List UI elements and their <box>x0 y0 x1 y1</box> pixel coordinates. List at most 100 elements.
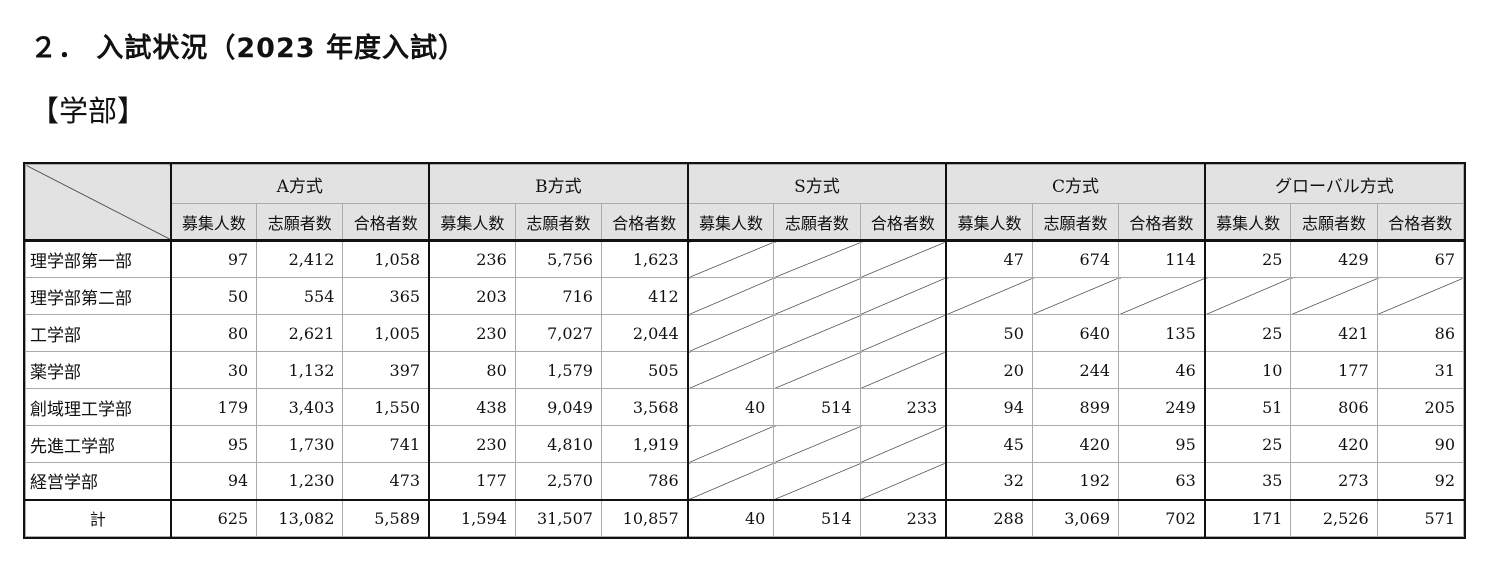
value-cell: 177 <box>428 462 516 500</box>
value-cell: 13,082 <box>256 498 344 537</box>
value-cell: 95 <box>1118 425 1206 463</box>
row-label: 創域理工学部 <box>25 388 171 426</box>
not-applicable-cell <box>859 351 947 389</box>
not-applicable-cell <box>773 462 861 500</box>
value-cell: 1,230 <box>256 462 344 500</box>
value-cell: 94 <box>169 462 258 500</box>
value-cell: 25 <box>1203 240 1292 278</box>
total-row: 計 625 13,082 5,589 1,594 31,507 10,857 40 514 233… <box>25 498 1465 537</box>
value-cell: 1,730 <box>256 425 344 463</box>
value-cell: 716 <box>514 277 602 315</box>
not-applicable-cell <box>1290 277 1378 315</box>
not-applicable-cell <box>1118 277 1206 315</box>
not-applicable-cell <box>773 425 861 463</box>
value-cell: 97 <box>169 240 258 278</box>
table-row: 創域理工学部 179 3,403 1,550 438 9,049 3,568 40 514 233… <box>25 388 1465 426</box>
value-cell: 9,049 <box>514 388 602 426</box>
value-cell: 505 <box>600 351 689 389</box>
value-cell: 514 <box>773 388 861 426</box>
value-cell: 233 <box>859 498 947 537</box>
value-cell: 3,069 <box>1031 498 1120 537</box>
value-cell: 203 <box>428 277 516 315</box>
not-applicable-cell <box>686 240 775 278</box>
value-cell: 244 <box>1031 351 1120 389</box>
row-label: 薬学部 <box>25 351 171 389</box>
value-cell: 230 <box>428 314 516 352</box>
not-applicable-cell <box>1203 277 1292 315</box>
value-cell: 50 <box>169 277 258 315</box>
column-header: 合格者数 <box>1376 203 1465 241</box>
value-cell: 5,756 <box>514 240 602 278</box>
value-cell: 31,507 <box>514 498 602 537</box>
row-label: 計 <box>25 498 171 537</box>
not-applicable-cell <box>686 277 775 315</box>
value-cell: 249 <box>1118 388 1206 426</box>
table-row: 先進工学部 95 1,730 741 230 4,810 1,919 45 420 95 25 420… <box>25 425 1465 463</box>
value-cell: 90 <box>1376 425 1465 463</box>
not-applicable-cell <box>1031 277 1120 315</box>
value-cell: 421 <box>1290 314 1378 352</box>
value-cell: 135 <box>1118 314 1206 352</box>
value-cell: 514 <box>773 498 861 537</box>
value-cell: 32 <box>945 462 1033 500</box>
value-cell: 1,550 <box>342 388 430 426</box>
value-cell: 31 <box>1376 351 1465 389</box>
value-cell: 233 <box>859 388 947 426</box>
column-group-header: A方式 <box>169 164 430 204</box>
column-header: 志願者数 <box>1031 203 1120 241</box>
not-applicable-cell <box>686 462 775 500</box>
table-row: 理学部第二部 50 554 365 203 716 412 <box>25 277 1465 315</box>
value-cell: 365 <box>342 277 430 315</box>
section-heading: 【学部】 <box>30 94 147 128</box>
not-applicable-cell <box>686 425 775 463</box>
value-cell: 5,589 <box>342 498 430 537</box>
not-applicable-cell <box>773 277 861 315</box>
value-cell: 205 <box>1376 388 1465 426</box>
not-applicable-cell <box>859 277 947 315</box>
not-applicable-cell <box>859 425 947 463</box>
value-cell: 35 <box>1203 462 1292 500</box>
value-cell: 86 <box>1376 314 1465 352</box>
value-cell: 571 <box>1376 498 1465 537</box>
column-header: 合格者数 <box>1118 203 1206 241</box>
row-label: 理学部第一部 <box>25 240 171 278</box>
value-cell: 80 <box>428 351 516 389</box>
value-cell: 10,857 <box>600 498 689 537</box>
column-group-header: B方式 <box>428 164 689 204</box>
not-applicable-cell <box>859 240 947 278</box>
value-cell: 51 <box>1203 388 1292 426</box>
column-header: 募集人数 <box>1203 203 1292 241</box>
value-cell: 40 <box>686 498 775 537</box>
not-applicable-cell <box>945 277 1033 315</box>
value-cell: 30 <box>169 351 258 389</box>
value-cell: 702 <box>1118 498 1206 537</box>
value-cell: 1,132 <box>256 351 344 389</box>
column-header: 志願者数 <box>773 203 861 241</box>
value-cell: 741 <box>342 425 430 463</box>
value-cell: 625 <box>169 498 258 537</box>
column-header: 志願者数 <box>1290 203 1378 241</box>
row-label: 工学部 <box>25 314 171 352</box>
value-cell: 236 <box>428 240 516 278</box>
column-header: 募集人数 <box>945 203 1033 241</box>
value-cell: 114 <box>1118 240 1206 278</box>
value-cell: 40 <box>686 388 775 426</box>
value-cell: 45 <box>945 425 1033 463</box>
page-heading: ２． 入試状況（2023 年度入試） <box>30 33 466 64</box>
value-cell: 1,579 <box>514 351 602 389</box>
column-header: 志願者数 <box>514 203 602 241</box>
value-cell: 2,621 <box>256 314 344 352</box>
column-group-header: グローバル方式 <box>1203 164 1464 204</box>
value-cell: 94 <box>945 388 1033 426</box>
row-label: 先進工学部 <box>25 425 171 463</box>
value-cell: 273 <box>1290 462 1378 500</box>
value-cell: 4,810 <box>514 425 602 463</box>
value-cell: 1,623 <box>600 240 689 278</box>
value-cell: 2,044 <box>600 314 689 352</box>
value-cell: 473 <box>342 462 430 500</box>
value-cell: 80 <box>169 314 258 352</box>
value-cell: 2,570 <box>514 462 602 500</box>
not-applicable-cell <box>859 314 947 352</box>
value-cell: 47 <box>945 240 1033 278</box>
value-cell: 3,403 <box>256 388 344 426</box>
